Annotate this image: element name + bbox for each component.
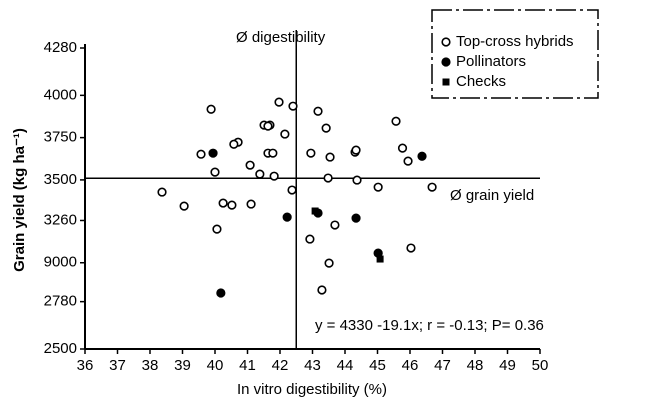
point	[442, 78, 450, 86]
legend-label: Pollinators	[456, 53, 526, 70]
point	[397, 143, 408, 153]
x-axis-label: In vitro digestibility (%)	[237, 381, 387, 398]
point	[373, 182, 383, 192]
y-tick-label: 2780	[44, 293, 77, 310]
point	[282, 212, 292, 222]
point	[227, 200, 237, 210]
point	[325, 152, 335, 162]
x-tick-label: 48	[467, 357, 484, 374]
point	[321, 123, 331, 133]
point	[210, 167, 220, 177]
x-tick-label: 45	[369, 357, 386, 374]
legend-label: Checks	[456, 73, 506, 90]
point	[268, 148, 278, 158]
point	[206, 104, 216, 114]
x-tick-label: 38	[142, 357, 159, 374]
point	[274, 97, 284, 107]
x-tick-label: 39	[174, 357, 191, 374]
point	[212, 224, 222, 234]
y-axis-label: Grain yield (kg ha⁻¹)	[11, 128, 28, 272]
point	[441, 57, 451, 67]
x-tick-label: 47	[434, 357, 451, 374]
annotation: y = 4330 -19.1x; r = -0.13; P= 0.36	[315, 317, 544, 334]
point	[229, 139, 239, 149]
y-tick-label: 3750	[44, 129, 77, 146]
point	[208, 148, 218, 158]
x-tick-label: 42	[272, 357, 289, 374]
point	[323, 173, 333, 183]
point	[391, 116, 401, 126]
point	[218, 198, 228, 208]
point	[324, 258, 334, 268]
point	[216, 288, 226, 298]
y-tick-label: 4280	[44, 39, 77, 56]
point	[196, 149, 206, 159]
x-tick-label: 40	[207, 357, 224, 374]
annotation: Ø digestibility	[236, 29, 326, 46]
point	[287, 185, 297, 195]
x-tick-label: 37	[109, 357, 126, 374]
x-tick-label: 36	[77, 357, 94, 374]
point	[330, 220, 340, 230]
point	[263, 121, 273, 131]
y-tick-label: 3500	[44, 171, 77, 188]
x-tick-label: 44	[337, 357, 354, 374]
point	[288, 101, 298, 111]
point	[441, 37, 451, 47]
point	[427, 182, 437, 192]
point	[280, 129, 290, 139]
x-tick-label: 50	[532, 357, 549, 374]
point	[352, 175, 362, 185]
point	[406, 243, 416, 253]
point	[305, 234, 315, 244]
point	[179, 201, 189, 211]
y-tick-label: 2500	[44, 340, 77, 357]
x-tick-label: 46	[402, 357, 419, 374]
x-tick-label: 49	[499, 357, 516, 374]
point	[317, 285, 327, 295]
y-tick-label: 9000	[44, 254, 77, 271]
point	[245, 160, 255, 170]
annotation: Ø grain yield	[450, 187, 534, 204]
point	[313, 106, 323, 116]
point	[246, 199, 256, 209]
point	[255, 169, 265, 179]
legend-label: Top-cross hybrids	[456, 33, 574, 50]
point	[157, 187, 167, 197]
x-tick-label: 41	[239, 357, 256, 374]
point	[351, 145, 361, 155]
point	[311, 207, 319, 215]
legend-box	[431, 9, 599, 99]
point	[376, 255, 384, 263]
y-tick-label: 3260	[44, 211, 77, 228]
point	[403, 156, 413, 166]
y-tick-label: 4000	[44, 86, 77, 103]
x-tick-label: 43	[304, 357, 321, 374]
point	[351, 213, 361, 223]
point	[417, 151, 427, 161]
point	[269, 171, 279, 181]
point	[306, 148, 316, 158]
